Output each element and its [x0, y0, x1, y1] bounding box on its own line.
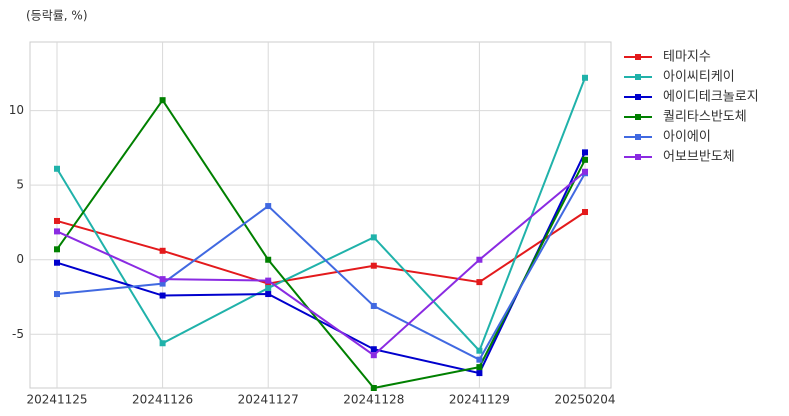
series-line — [56, 170, 586, 357]
point — [370, 302, 377, 309]
point — [54, 259, 60, 266]
point — [582, 74, 588, 81]
point — [582, 149, 588, 156]
legend-marker — [635, 94, 641, 100]
plot-frame — [29, 41, 612, 389]
point — [159, 340, 166, 347]
point — [54, 246, 60, 253]
legend-marker — [635, 134, 641, 140]
point — [54, 228, 60, 235]
y-tick-label: 10 — [9, 103, 24, 117]
x-tick-label: 20241128 — [343, 393, 404, 407]
point — [476, 256, 483, 263]
point — [265, 277, 272, 284]
point — [370, 385, 377, 391]
point — [370, 234, 377, 241]
point — [476, 364, 483, 371]
x-tick-label: 20241127 — [238, 393, 299, 407]
legend-label: 테마지수 — [663, 50, 711, 65]
x-tick-label: 20241125 — [26, 393, 87, 407]
point — [159, 276, 166, 283]
legend-label: 아이에이 — [663, 130, 711, 145]
series-line — [56, 211, 586, 285]
point — [476, 370, 483, 377]
legend-marker — [635, 54, 641, 60]
point — [265, 203, 272, 210]
point — [582, 209, 588, 216]
point — [582, 168, 588, 175]
legend-marker — [635, 114, 641, 120]
point — [370, 346, 377, 353]
legend-label: 아이씨티케이 — [663, 70, 735, 85]
y-tick-label: 0 — [16, 252, 24, 266]
legend-label: 퀄리타스반도체 — [663, 110, 747, 125]
point — [582, 156, 588, 163]
series-line — [56, 77, 586, 353]
legend-marker — [635, 154, 641, 160]
point — [476, 356, 483, 363]
point — [476, 347, 483, 354]
legend-label: 에이디테크놀로지 — [663, 90, 759, 105]
y-tick-label: 5 — [16, 178, 24, 192]
x-tick-label: 20241129 — [449, 393, 510, 407]
y-tick-label: -5 — [12, 327, 24, 341]
chart-title: (등락률, %) — [26, 9, 88, 23]
x-tick-label: 20241126 — [132, 393, 193, 407]
legend-label: 어보브반도체 — [663, 150, 735, 165]
point — [370, 352, 377, 359]
point — [54, 291, 60, 298]
series-line — [56, 172, 586, 361]
point — [265, 291, 272, 298]
point — [54, 165, 60, 172]
series-line — [56, 151, 586, 375]
point — [265, 256, 272, 263]
point — [476, 279, 483, 286]
point — [54, 217, 60, 224]
x-tick-label: 20250204 — [554, 393, 615, 407]
point — [159, 280, 166, 287]
legend-marker — [635, 74, 641, 80]
series-line — [56, 98, 586, 390]
point — [159, 247, 166, 254]
point — [265, 285, 272, 292]
point — [159, 97, 166, 104]
point — [370, 262, 377, 269]
point — [159, 292, 166, 299]
